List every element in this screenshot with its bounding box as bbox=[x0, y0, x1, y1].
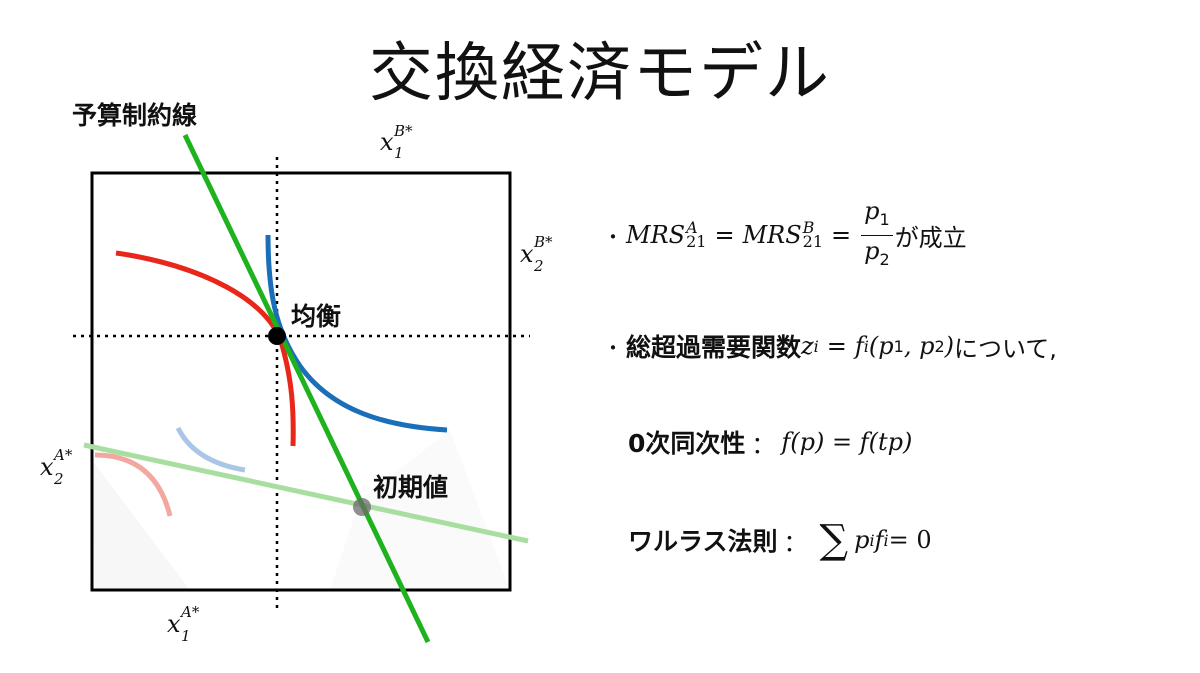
equilibrium-point bbox=[268, 327, 286, 345]
mrs-condition: ・ MRS A 21 = MRS B 21 = p1 p2 が成立 bbox=[600, 196, 967, 275]
indifference-curve-A bbox=[115, 250, 296, 447]
svg-text:x: x bbox=[40, 453, 54, 481]
label-x1-A: x 1 A* bbox=[167, 603, 200, 645]
x1-B-sup: B* bbox=[393, 122, 413, 140]
edgeworth-box bbox=[90, 171, 512, 592]
initial-point bbox=[353, 498, 371, 516]
svg-text:2: 2 bbox=[53, 470, 64, 488]
faint-region-shading-right bbox=[330, 430, 510, 590]
svg-text:1: 1 bbox=[181, 627, 191, 645]
label-x2-A: x 2 A* bbox=[40, 446, 73, 488]
x1-B-base: x bbox=[380, 128, 394, 156]
equilibrium-label: 均衡 bbox=[291, 302, 342, 331]
indifference-curve-B bbox=[265, 234, 448, 433]
svg-text:B*: B* bbox=[533, 233, 553, 251]
homogeneity-condition: 0次同次性 ： f(p) = f(tp) bbox=[628, 428, 913, 459]
initial-budget-line bbox=[83, 442, 529, 544]
svg-text:x: x bbox=[520, 240, 534, 268]
budget-line bbox=[182, 133, 431, 644]
price-ratio-fraction: p1 p2 bbox=[861, 196, 893, 275]
svg-text:x: x bbox=[167, 610, 181, 638]
svg-text:A*: A* bbox=[52, 446, 73, 464]
initial-indifference-curve-A bbox=[94, 452, 173, 517]
bullet: ・ bbox=[603, 224, 623, 249]
x1-B-sub: 1 bbox=[394, 144, 404, 162]
budget-line-label: 予算制約線 bbox=[72, 101, 198, 130]
initial-point-label: 初期値 bbox=[373, 473, 449, 502]
svg-text:2: 2 bbox=[533, 257, 544, 275]
page-title: 交換経済モデル bbox=[369, 37, 831, 111]
faint-region-shading bbox=[92, 460, 190, 590]
label-x1-B: x 1 B* bbox=[380, 122, 413, 162]
label-x2-B: x 2 B* bbox=[520, 233, 553, 275]
svg-text:A*: A* bbox=[179, 603, 200, 621]
initial-indifference-curve-B bbox=[175, 426, 246, 473]
